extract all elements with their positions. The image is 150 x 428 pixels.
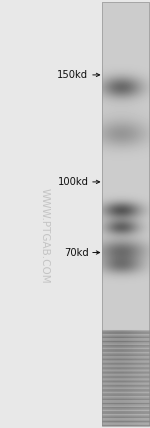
- Text: 100kd: 100kd: [57, 177, 88, 187]
- Text: 150kd: 150kd: [57, 70, 88, 80]
- Bar: [102, 2, 149, 426]
- Text: 70kd: 70kd: [64, 247, 88, 258]
- Text: WWW.PTGAB.COM: WWW.PTGAB.COM: [40, 187, 50, 283]
